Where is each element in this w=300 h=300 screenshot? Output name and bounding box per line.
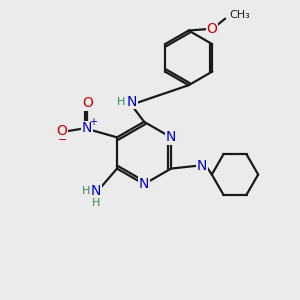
Text: N: N <box>166 130 176 144</box>
Text: N: N <box>139 177 149 191</box>
Text: N: N <box>91 184 101 198</box>
Text: N: N <box>197 159 208 172</box>
Text: H: H <box>92 198 100 208</box>
Text: H: H <box>117 97 125 106</box>
Text: O: O <box>82 96 93 110</box>
Text: CH₃: CH₃ <box>230 10 250 20</box>
Text: H: H <box>82 186 90 196</box>
Text: −: − <box>58 135 67 145</box>
Text: N: N <box>127 94 137 109</box>
Text: O: O <box>206 22 217 36</box>
Text: N: N <box>82 122 92 136</box>
Text: +: + <box>89 117 97 127</box>
Text: O: O <box>57 124 68 138</box>
